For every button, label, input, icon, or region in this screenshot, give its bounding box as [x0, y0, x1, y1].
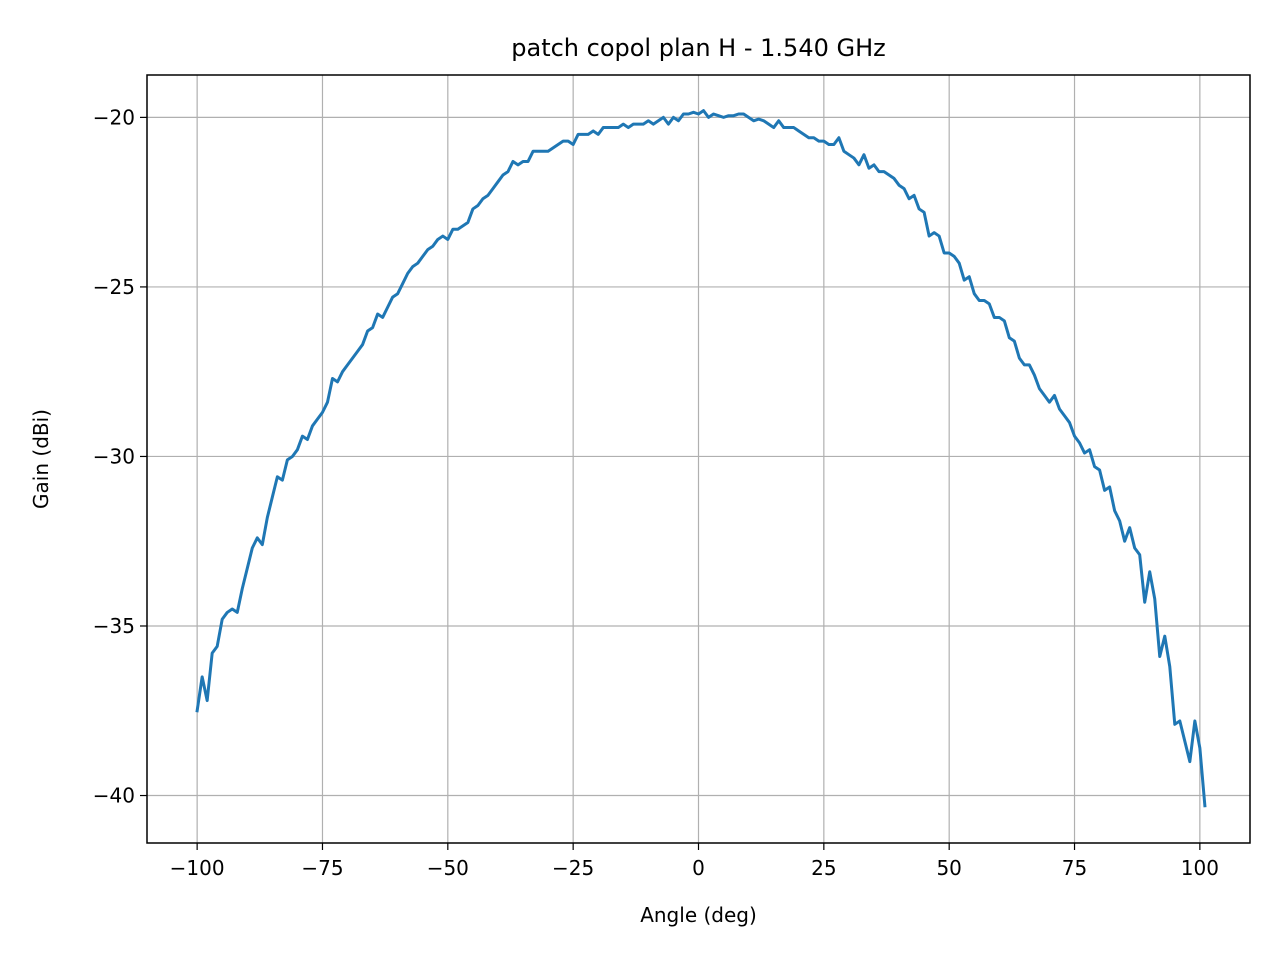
y-tick-label: −20 [93, 105, 135, 129]
y-tick-label: −30 [93, 444, 135, 468]
chart-title: patch copol plan H - 1.540 GHz [511, 34, 885, 62]
x-axis-label: Angle (deg) [640, 903, 757, 927]
series-line [195, 109, 1207, 808]
grid [147, 75, 1250, 843]
x-tick-label: 25 [811, 856, 836, 880]
x-tick-label: 100 [1181, 856, 1219, 880]
x-tick-label: −25 [552, 856, 594, 880]
y-tick-label: −25 [93, 275, 135, 299]
y-axis-label: Gain (dBi) [29, 409, 53, 509]
x-axis: −100 −75 −50 −25 0 25 50 75 100 [170, 843, 1219, 880]
x-tick-label: 50 [936, 856, 961, 880]
x-tick-label: −100 [170, 856, 225, 880]
x-tick-label: 75 [1062, 856, 1087, 880]
y-axis: −20 −25 −30 −35 −40 [93, 105, 147, 808]
series-layer [195, 109, 1207, 808]
y-tick-label: −40 [93, 784, 135, 808]
x-tick-label: 0 [692, 856, 705, 880]
y-tick-label: −35 [93, 614, 135, 638]
x-tick-label: −75 [301, 856, 343, 880]
x-tick-label: −50 [427, 856, 469, 880]
